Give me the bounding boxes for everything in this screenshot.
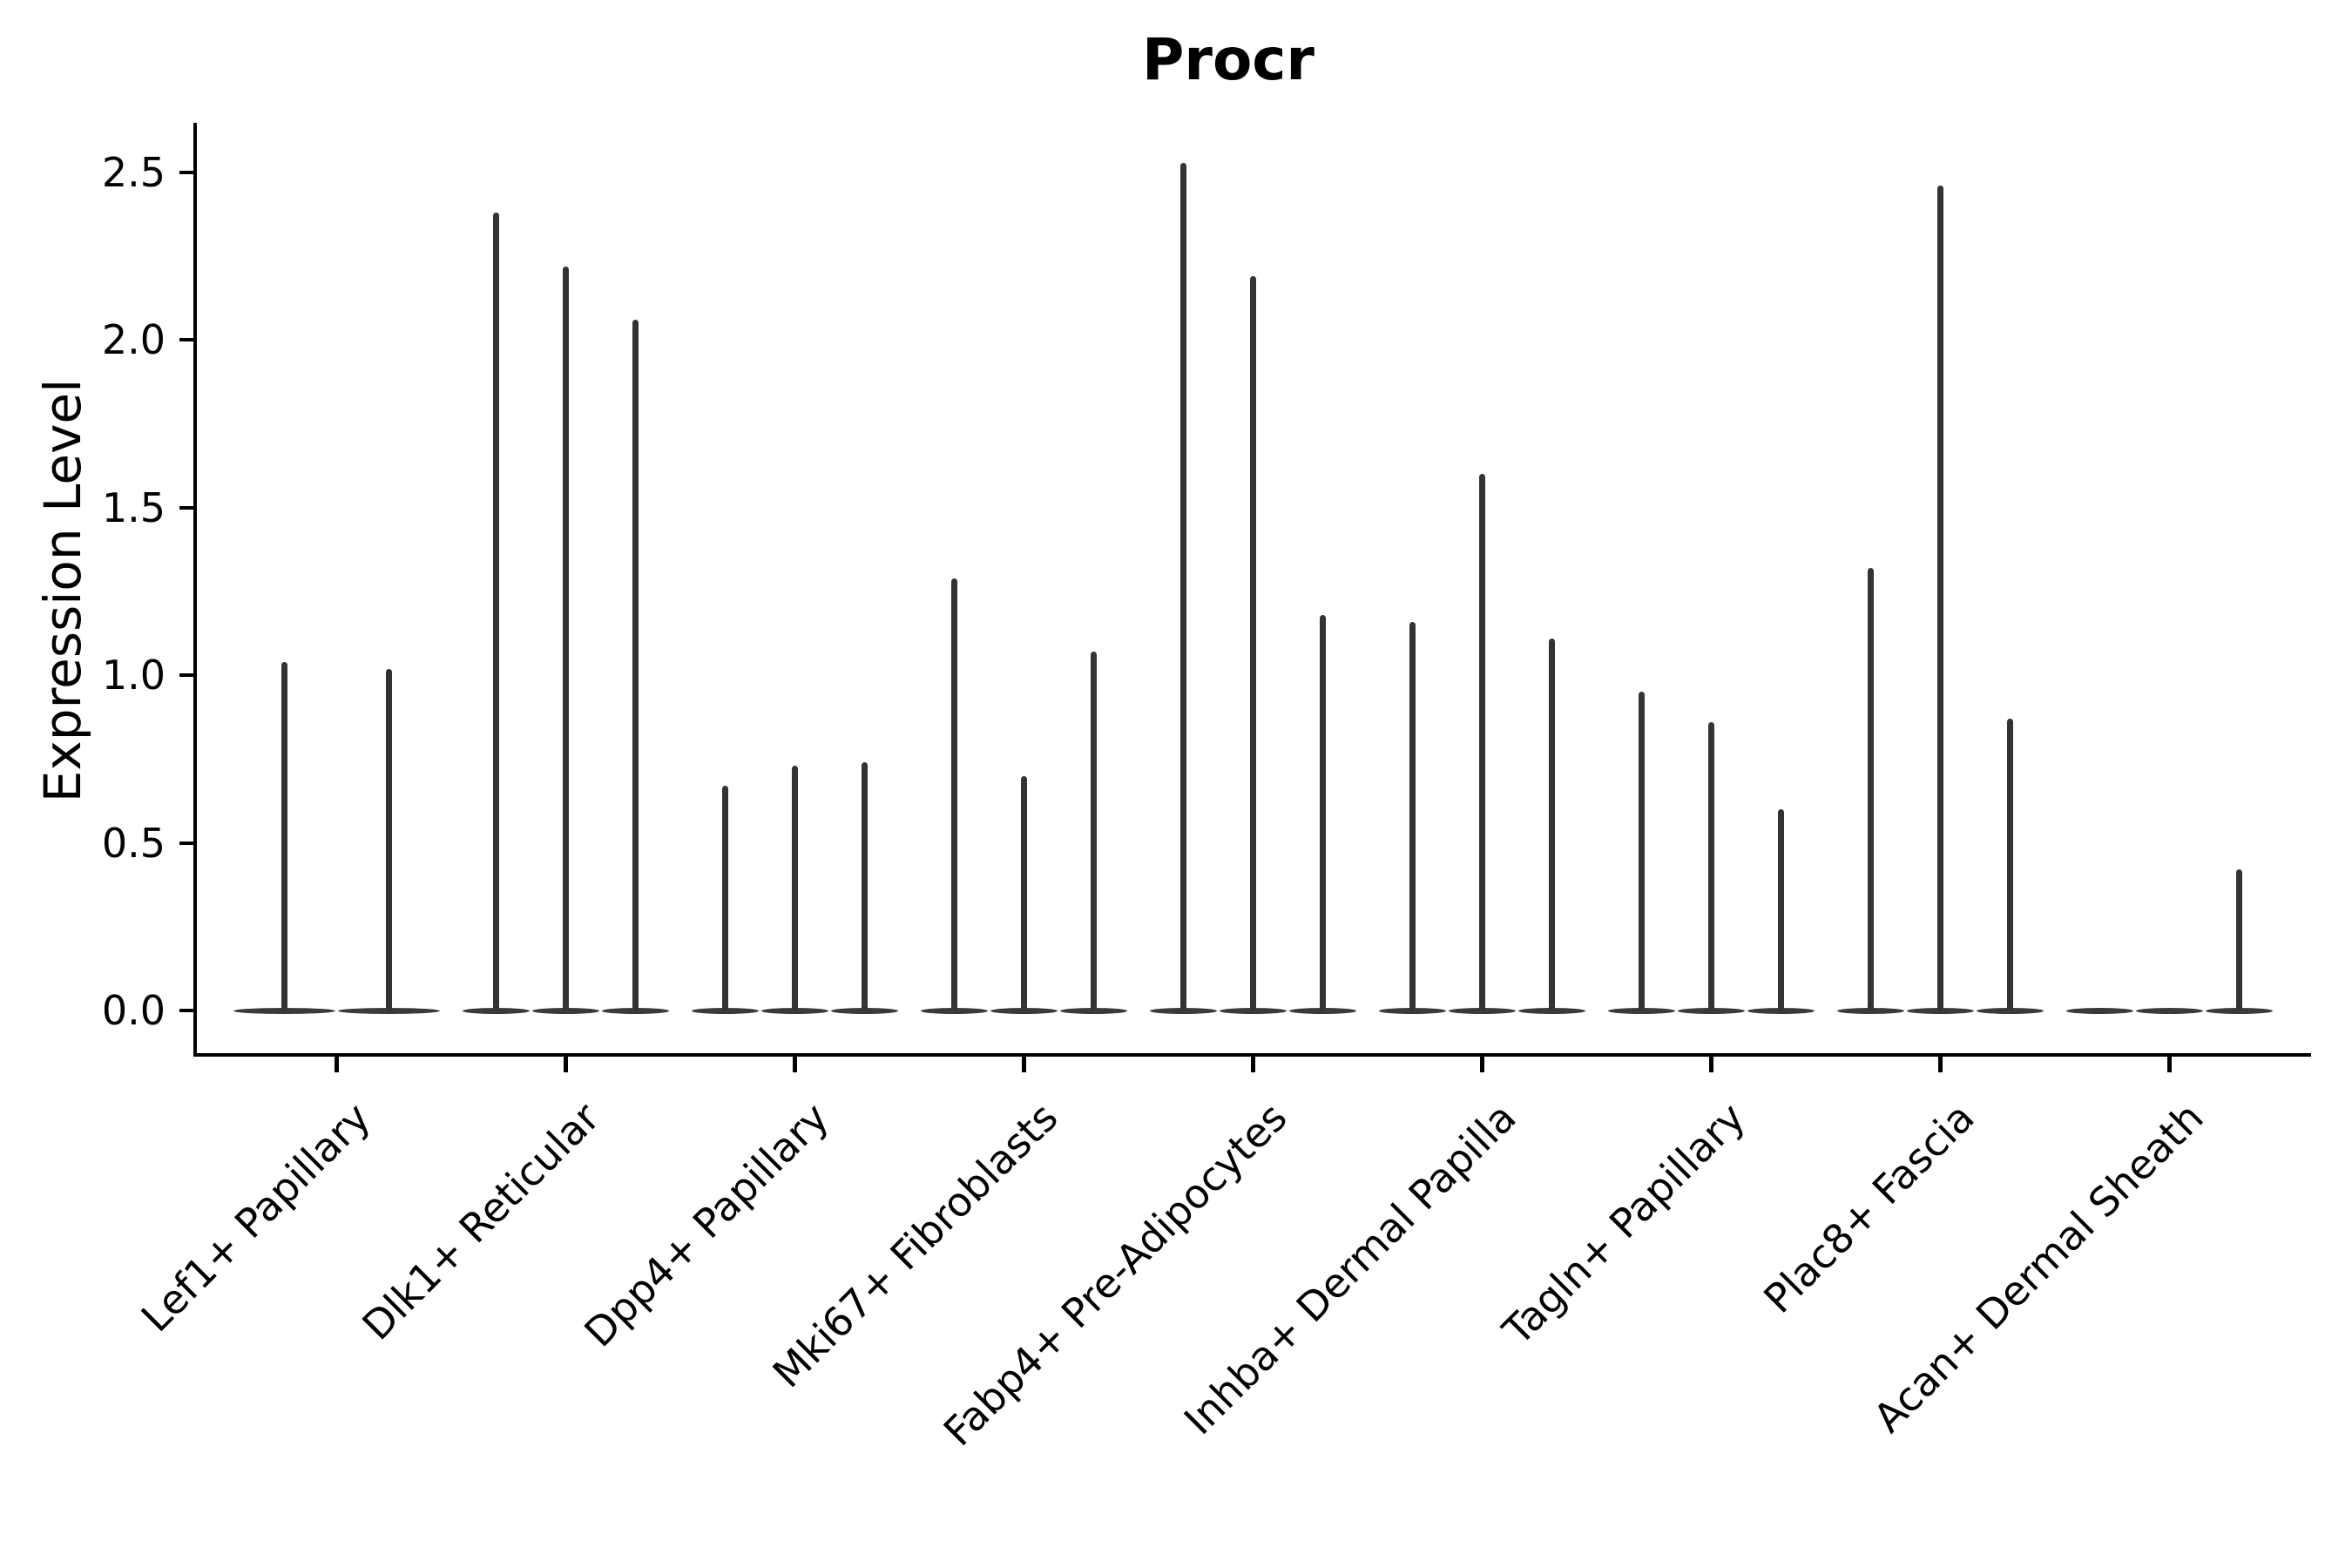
violin-spike xyxy=(1249,276,1256,1010)
y-tick-label: 1.0 xyxy=(101,652,166,700)
violin-baseline xyxy=(920,1007,988,1014)
violin-spike xyxy=(791,766,798,1010)
violin-spike xyxy=(1638,692,1645,1010)
y-tick-label: 1.5 xyxy=(101,483,166,531)
violin-baseline xyxy=(1059,1007,1127,1014)
x-tick-label: Tagln+ Papillary xyxy=(1493,1093,1754,1355)
violin-baseline xyxy=(337,1007,440,1014)
violin-baseline xyxy=(1219,1007,1287,1014)
y-tick-label: 0.5 xyxy=(101,819,166,867)
y-tick-label: 2.0 xyxy=(101,316,166,364)
y-tick-label: 2.5 xyxy=(101,149,166,196)
x-tick-mark xyxy=(335,1057,339,1072)
violin-baseline xyxy=(1517,1007,1585,1014)
y-tick-mark xyxy=(179,505,194,510)
violin-baseline xyxy=(462,1007,530,1014)
violin-baseline xyxy=(691,1007,759,1014)
violin-baseline xyxy=(760,1007,828,1014)
violin-spike xyxy=(1409,621,1416,1010)
violin-spike xyxy=(385,668,392,1010)
violin-baseline xyxy=(1149,1007,1217,1014)
violin-spike xyxy=(1020,775,1027,1010)
x-tick-label: Inhba+ Dermal Papilla xyxy=(1174,1093,1525,1444)
y-tick-mark xyxy=(179,673,194,678)
violin-baseline xyxy=(233,1007,335,1014)
x-tick-mark xyxy=(1251,1057,1255,1072)
y-axis-label: Expression Level xyxy=(33,378,92,803)
violin-spike xyxy=(632,320,639,1010)
y-tick-mark xyxy=(179,338,194,342)
violin-spike xyxy=(1867,568,1874,1010)
x-tick-label: Dlk1+ Reticular xyxy=(353,1093,609,1349)
violin-spike xyxy=(1936,186,1943,1010)
violin-baseline xyxy=(1677,1007,1745,1014)
x-tick-mark xyxy=(1480,1057,1484,1072)
x-tick-label: Acan+ Dermal Sheath xyxy=(1864,1093,2213,1442)
violin-baseline xyxy=(531,1007,599,1014)
violin-spike xyxy=(861,762,868,1010)
violin-spike xyxy=(1319,614,1326,1010)
violin-baseline xyxy=(2135,1007,2203,1014)
x-tick-mark xyxy=(1709,1057,1713,1072)
violin-baseline xyxy=(1448,1007,1516,1014)
x-tick-label: Mki67+ Fibroblasts xyxy=(763,1093,1067,1397)
violin-spike xyxy=(1090,652,1097,1010)
violin-baseline xyxy=(2065,1007,2133,1014)
violin-baseline xyxy=(1976,1007,2044,1014)
violin-spike xyxy=(562,266,569,1010)
x-tick-label: Fabp4+ Pre-Adipocytes xyxy=(934,1093,1296,1456)
violin-baseline xyxy=(2205,1007,2273,1014)
x-tick-mark xyxy=(1022,1057,1026,1072)
x-tick-label: Plac8+ Fascia xyxy=(1754,1093,1984,1322)
x-tick-mark xyxy=(793,1057,797,1072)
violin-spike xyxy=(1548,638,1555,1010)
violin-baseline xyxy=(1607,1007,1675,1014)
x-tick-label: Dpp4+ Papillary xyxy=(575,1093,838,1356)
x-tick-mark xyxy=(564,1057,568,1072)
violin-spike xyxy=(1478,474,1485,1010)
violin-spike xyxy=(950,578,957,1010)
violin-baseline xyxy=(601,1007,669,1014)
violin-baseline xyxy=(1378,1007,1446,1014)
x-axis-spine xyxy=(193,1053,2311,1057)
violin-baseline xyxy=(1906,1007,1974,1014)
violin-baseline xyxy=(830,1007,898,1014)
y-tick-label: 0.0 xyxy=(101,987,166,1034)
chart-title: Procr xyxy=(1142,26,1315,93)
y-tick-mark xyxy=(179,171,194,174)
violin-spike xyxy=(1707,722,1714,1010)
violin-baseline xyxy=(990,1007,1058,1014)
violin-baseline xyxy=(1747,1007,1815,1014)
violin-spike xyxy=(1777,809,1784,1010)
y-tick-mark xyxy=(179,841,194,845)
violin-spike xyxy=(1179,162,1186,1010)
y-tick-mark xyxy=(179,1009,194,1012)
y-axis-spine xyxy=(193,123,197,1056)
violin-spike xyxy=(721,786,728,1010)
violin-baseline xyxy=(1288,1007,1356,1014)
violin-baseline xyxy=(1836,1007,1904,1014)
violin-spike xyxy=(492,213,499,1010)
x-tick-mark xyxy=(2167,1057,2172,1072)
x-tick-mark xyxy=(1938,1057,1943,1072)
violin-spike xyxy=(280,661,287,1010)
violin-spike xyxy=(2235,869,2242,1010)
violin-spike xyxy=(2006,719,2013,1010)
